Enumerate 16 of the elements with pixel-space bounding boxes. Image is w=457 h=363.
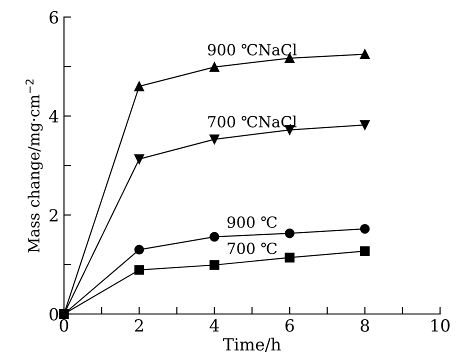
- y-tick-label: 2: [50, 208, 58, 222]
- x-axis-title: Time/h: [222, 338, 281, 352]
- y-axis-title: Mass change/mg·cm$^{−2}$: [26, 80, 43, 252]
- series-label: 900 ℃NaCl: [208, 44, 297, 56]
- y-tick-label: 4: [49, 110, 58, 122]
- x-tick-label: 6: [285, 319, 294, 332]
- x-tick-label: 2: [135, 319, 143, 332]
- series-label: 900 ℃: [227, 216, 277, 228]
- x-tick-label: 10: [432, 319, 450, 332]
- series-label: 700 ℃NaCl: [208, 116, 297, 128]
- x-tick-label: 8: [360, 319, 370, 332]
- x-tick-label: 0: [60, 319, 68, 332]
- y-tick-label: 6: [50, 11, 58, 24]
- x-tick-label: 4: [210, 319, 219, 332]
- series-label: 700 ℃: [228, 242, 277, 254]
- y-tick-label: 0: [50, 308, 58, 321]
